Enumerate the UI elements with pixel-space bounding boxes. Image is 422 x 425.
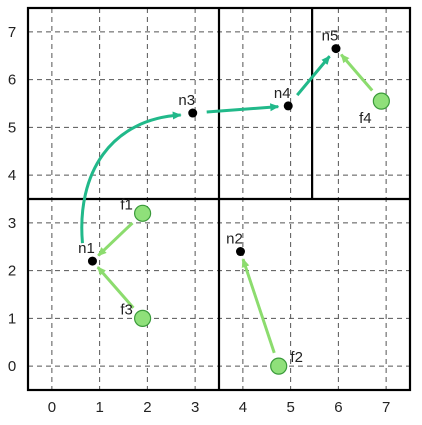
leaf-arrow-f4-n5 — [340, 53, 374, 92]
points — [87, 44, 390, 375]
node-arrow-n4-n5 — [296, 55, 331, 97]
arrows — [80, 53, 374, 354]
y-tick-label: 6 — [8, 72, 16, 89]
leaf-point-f1 — [134, 204, 152, 222]
x-tick-label: 5 — [286, 399, 294, 416]
y-tick-label: 4 — [8, 167, 16, 184]
x-tick-label: 6 — [334, 399, 342, 416]
y-tick-label: 1 — [8, 310, 16, 327]
x-tick-label: 3 — [191, 399, 199, 416]
leaf-arrow-f1-n1 — [97, 221, 134, 257]
x-tick-label: 0 — [48, 399, 56, 416]
node-point-n3 — [188, 108, 198, 118]
point-labels: n1 n2 n3 n4 n5 f1 f2 f3 f4 — [78, 28, 371, 367]
leaf-point-f4 — [372, 92, 390, 110]
y-tick-label: 2 — [8, 263, 16, 280]
leaf-label-f3: f3 — [120, 301, 133, 318]
leaf-point-f2 — [270, 357, 288, 375]
leaf-label-f1: f1 — [120, 196, 133, 213]
y-tick-label: 3 — [8, 215, 16, 232]
leaf-label-f2: f2 — [290, 349, 303, 366]
node-arrow-n1-n3 — [80, 111, 182, 244]
node-label-n3: n3 — [178, 92, 195, 109]
node-arrow-n3-n4 — [206, 103, 280, 114]
node-point-n2 — [235, 247, 245, 257]
x-tick-label: 4 — [239, 399, 247, 416]
leaf-arrow-f3-n1 — [96, 266, 135, 309]
y-tick-label: 5 — [8, 119, 16, 136]
node-label-n4: n4 — [274, 85, 291, 102]
partition-frame — [26, 6, 412, 392]
node-label-n2: n2 — [226, 231, 243, 248]
x-tick-label: 1 — [95, 399, 103, 416]
node-point-n1 — [87, 256, 97, 266]
axis-ticks: 0 1 2 3 4 5 6 7 0 1 2 3 4 5 6 7 — [8, 24, 390, 416]
leaf-arrow-f2-n2 — [241, 258, 276, 354]
node-point-n4 — [283, 101, 293, 111]
x-tick-label: 7 — [382, 399, 390, 416]
y-tick-label: 7 — [8, 24, 16, 41]
leaf-label-f4: f4 — [359, 110, 372, 127]
node-label-n5: n5 — [322, 28, 339, 45]
x-tick-label: 2 — [143, 399, 151, 416]
node-point-n5 — [331, 44, 341, 54]
node-label-n1: n1 — [78, 240, 95, 257]
leaf-point-f3 — [134, 309, 152, 327]
y-tick-label: 0 — [8, 358, 16, 375]
